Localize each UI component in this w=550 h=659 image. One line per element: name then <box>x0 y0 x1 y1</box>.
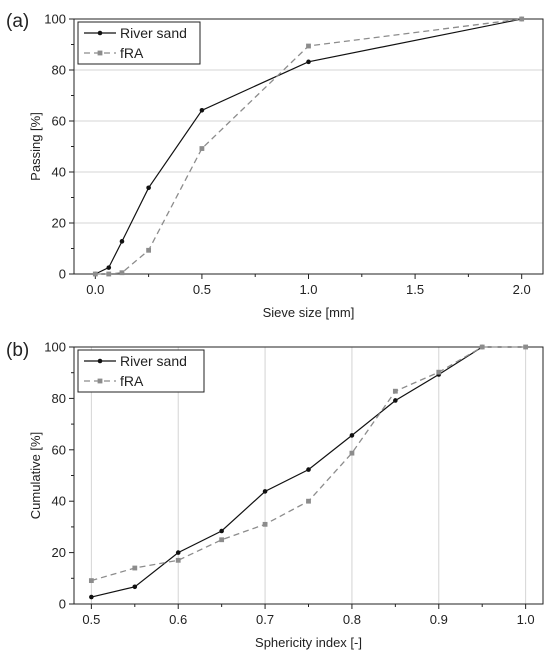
legend-marker <box>97 378 103 384</box>
y-axis-label: Passing [%] <box>28 112 43 181</box>
data-point <box>219 537 225 543</box>
data-point <box>199 146 205 151</box>
panel-label: (a) <box>6 11 29 32</box>
data-point <box>393 398 398 403</box>
data-point <box>436 369 442 375</box>
x-tick-label: 0.9 <box>430 612 448 627</box>
data-point <box>519 16 525 22</box>
data-point <box>199 107 205 113</box>
data-point <box>262 489 268 494</box>
data-point <box>262 521 268 527</box>
x-tick-label: 1.0 <box>517 612 535 627</box>
panel-label: (b) <box>6 340 29 361</box>
y-tick-label: 60 <box>52 442 66 457</box>
data-point <box>349 450 355 456</box>
legend-label: River sand <box>120 353 187 369</box>
legend-label: fRA <box>120 373 144 389</box>
x-axis-label: Sphericity index [-] <box>255 635 362 650</box>
x-tick-label: 0.6 <box>169 612 187 627</box>
data-point <box>306 467 311 472</box>
series-line <box>91 346 483 598</box>
y-tick-label: 100 <box>44 340 66 355</box>
y-tick-label: 0 <box>59 267 66 282</box>
y-tick-label: 80 <box>52 63 66 78</box>
data-point <box>306 43 311 49</box>
data-point <box>89 594 94 600</box>
y-tick-label: 60 <box>52 114 66 129</box>
data-point <box>306 59 311 65</box>
y-axis-label: Cumulative [%] <box>28 432 43 519</box>
data-point <box>146 247 152 253</box>
x-tick-label: 0.8 <box>343 612 361 627</box>
data-point <box>175 557 181 563</box>
y-tick-label: 80 <box>52 391 66 406</box>
data-point <box>219 528 224 534</box>
data-point <box>92 271 98 277</box>
chart-panel-1: 0.0 0.5 1.0 1.5 2.0 0 20 40 60 80 100 Sieve size [m… <box>6 11 544 320</box>
y-tick-label: 20 <box>52 545 66 560</box>
x-axis-label: Sieve size [mm] <box>263 305 355 320</box>
data-point <box>306 498 311 504</box>
y-tick-label: 0 <box>59 597 66 612</box>
legend-box <box>77 21 201 65</box>
y-tick-label: 20 <box>52 216 66 231</box>
x-tick-label: 1.5 <box>406 282 424 297</box>
x-tick-label: 0.0 <box>86 282 104 297</box>
plot-frame <box>73 346 544 605</box>
data-point <box>106 265 112 270</box>
data-point <box>106 271 112 277</box>
data-point <box>132 584 138 590</box>
data-point <box>349 433 355 438</box>
y-tick-label: 100 <box>44 12 66 27</box>
x-tick-label: 0.7 <box>256 612 274 627</box>
series-2 <box>88 344 529 584</box>
data-point <box>119 270 125 276</box>
x-tick-label: 2.0 <box>513 282 531 297</box>
x-tick-label: 0.5 <box>193 282 211 297</box>
plot-frame <box>73 18 544 275</box>
data-point <box>88 578 94 584</box>
legend-marker <box>97 358 103 364</box>
data-point <box>175 550 181 555</box>
y-tick-label: 40 <box>52 494 66 509</box>
series-2 <box>92 16 525 277</box>
data-point <box>392 388 398 394</box>
y-tick-label: 40 <box>52 165 66 180</box>
legend-box <box>77 349 205 393</box>
legend: River sand fRA <box>77 349 205 393</box>
data-point <box>523 344 529 350</box>
legend-label: River sand <box>120 25 187 41</box>
data-point <box>132 565 138 571</box>
legend: River sand fRA <box>77 21 201 65</box>
data-point <box>479 344 485 350</box>
legend-marker <box>97 30 103 36</box>
legend-label: fRA <box>120 45 144 61</box>
data-point <box>119 239 125 244</box>
x-tick-label: 0.5 <box>82 612 100 627</box>
x-tick-label: 1.0 <box>299 282 317 297</box>
chart-panel-2: 0.5 0.6 0.7 0.8 0.9 1.0 0 20 40 60 80 100 Sphericity… <box>6 340 544 650</box>
data-point <box>146 185 151 191</box>
legend-marker <box>97 50 103 56</box>
